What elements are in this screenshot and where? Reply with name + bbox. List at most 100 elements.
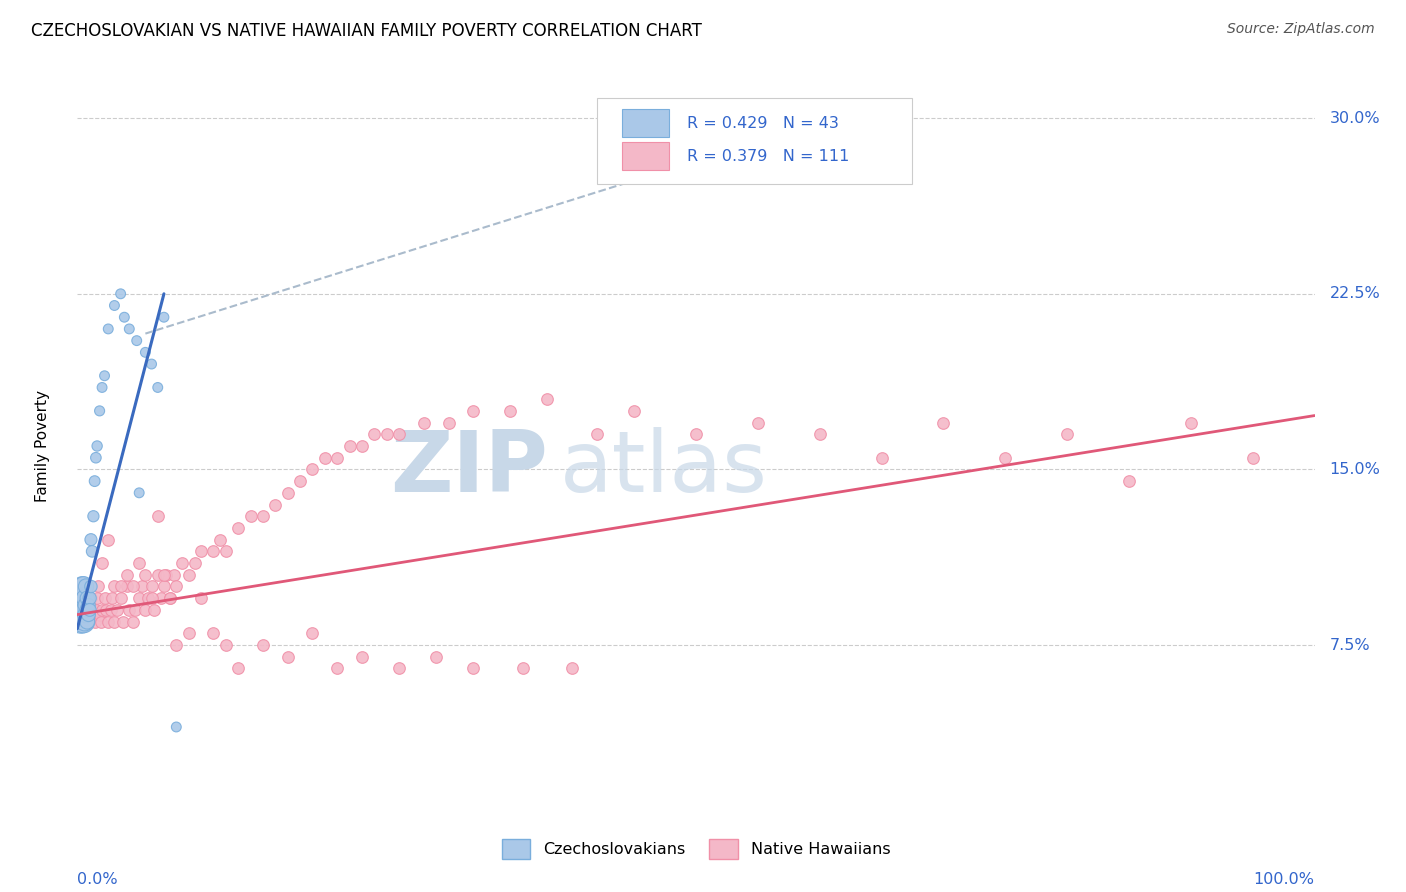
Legend: Czechoslovakians, Native Hawaiians: Czechoslovakians, Native Hawaiians bbox=[495, 833, 897, 865]
Point bbox=[72, 603, 94, 617]
Point bbox=[932, 416, 955, 430]
Point bbox=[301, 626, 323, 640]
Point bbox=[103, 298, 125, 313]
Point bbox=[136, 591, 159, 606]
Text: 100.0%: 100.0% bbox=[1254, 872, 1315, 888]
Text: R = 0.429   N = 43: R = 0.429 N = 43 bbox=[688, 116, 839, 130]
Point bbox=[586, 427, 609, 442]
Point bbox=[69, 603, 91, 617]
Point bbox=[437, 416, 460, 430]
Point bbox=[226, 521, 249, 535]
Point bbox=[75, 615, 97, 629]
Point bbox=[301, 462, 323, 476]
Point bbox=[83, 615, 105, 629]
Text: CZECHOSLOVAKIAN VS NATIVE HAWAIIAN FAMILY POVERTY CORRELATION CHART: CZECHOSLOVAKIAN VS NATIVE HAWAIIAN FAMIL… bbox=[31, 22, 702, 40]
Point bbox=[190, 591, 212, 606]
Point bbox=[239, 509, 262, 524]
Point bbox=[159, 591, 181, 606]
Point bbox=[73, 603, 96, 617]
Point bbox=[105, 603, 128, 617]
Point bbox=[184, 556, 207, 570]
Point bbox=[70, 615, 93, 629]
Point bbox=[128, 556, 150, 570]
Point bbox=[69, 603, 91, 617]
Text: atlas: atlas bbox=[560, 427, 768, 510]
Point bbox=[77, 607, 100, 622]
Point bbox=[72, 580, 94, 594]
Point bbox=[82, 603, 104, 617]
Point bbox=[122, 615, 145, 629]
Point bbox=[128, 591, 150, 606]
Point bbox=[75, 580, 97, 594]
Point bbox=[72, 615, 94, 629]
Point bbox=[110, 580, 132, 594]
Point bbox=[339, 439, 361, 453]
Point bbox=[110, 591, 132, 606]
Point bbox=[277, 649, 299, 664]
Point bbox=[163, 567, 186, 582]
Point bbox=[388, 661, 411, 675]
Point bbox=[93, 591, 115, 606]
Point bbox=[146, 567, 169, 582]
Point bbox=[870, 450, 893, 465]
Point bbox=[1118, 474, 1140, 488]
Text: 15.0%: 15.0% bbox=[1330, 462, 1381, 477]
Point bbox=[747, 416, 769, 430]
Point bbox=[141, 580, 163, 594]
Text: 7.5%: 7.5% bbox=[1330, 638, 1369, 653]
Point bbox=[177, 626, 200, 640]
Point bbox=[76, 603, 98, 617]
Text: R = 0.379   N = 111: R = 0.379 N = 111 bbox=[688, 149, 849, 163]
Point bbox=[82, 509, 104, 524]
Point bbox=[165, 720, 187, 734]
Bar bbox=[621, 109, 669, 137]
Point bbox=[153, 580, 176, 594]
Point bbox=[110, 286, 132, 301]
Point bbox=[87, 580, 110, 594]
Point bbox=[82, 544, 104, 558]
Point bbox=[84, 603, 107, 617]
Point bbox=[165, 580, 187, 594]
Point bbox=[77, 599, 100, 613]
Text: 0.0%: 0.0% bbox=[77, 872, 118, 888]
Point bbox=[72, 591, 94, 606]
Point bbox=[463, 661, 485, 675]
Point bbox=[141, 357, 163, 371]
Point bbox=[83, 474, 105, 488]
Point bbox=[118, 322, 141, 336]
Point bbox=[190, 544, 212, 558]
Point bbox=[202, 544, 225, 558]
Point bbox=[561, 661, 583, 675]
Point bbox=[994, 450, 1017, 465]
Point bbox=[350, 649, 373, 664]
Point bbox=[77, 615, 100, 629]
Point bbox=[252, 638, 274, 652]
Point bbox=[70, 591, 93, 606]
Point bbox=[623, 404, 645, 418]
Point bbox=[146, 509, 169, 524]
Point bbox=[80, 591, 103, 606]
Point bbox=[1056, 427, 1078, 442]
Point bbox=[73, 591, 96, 606]
Point bbox=[131, 580, 153, 594]
Point bbox=[124, 603, 146, 617]
Point bbox=[277, 485, 299, 500]
Point bbox=[1180, 416, 1202, 430]
Point bbox=[86, 591, 108, 606]
Point bbox=[72, 591, 94, 606]
Point bbox=[226, 661, 249, 675]
Point bbox=[685, 427, 707, 442]
Point bbox=[91, 556, 114, 570]
Point bbox=[101, 591, 124, 606]
Point bbox=[72, 603, 94, 617]
Point bbox=[72, 580, 94, 594]
Point bbox=[153, 567, 176, 582]
Text: 22.5%: 22.5% bbox=[1330, 286, 1381, 301]
Point bbox=[134, 603, 156, 617]
Point bbox=[76, 603, 98, 617]
Point bbox=[89, 607, 111, 622]
Point bbox=[80, 533, 103, 547]
Point bbox=[82, 607, 104, 622]
Point bbox=[326, 450, 349, 465]
Point bbox=[79, 603, 101, 617]
